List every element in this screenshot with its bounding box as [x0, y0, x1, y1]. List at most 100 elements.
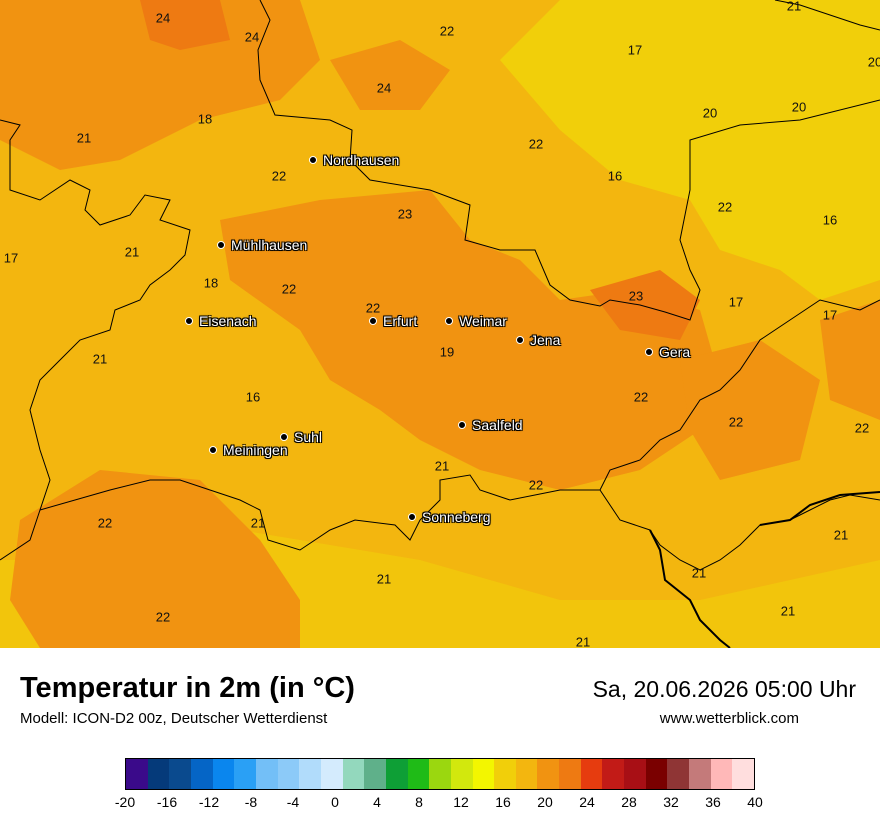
legend-swatch: [277, 759, 300, 789]
city-name: Weimar: [459, 313, 507, 329]
city-name: Saalfeld: [472, 417, 523, 433]
temperature-label: 21: [786, 0, 802, 14]
legend-swatch: [342, 759, 365, 789]
legend-swatch: [580, 759, 603, 789]
temperature-label: 18: [203, 275, 219, 291]
legend-swatch: [472, 759, 495, 789]
city-dot-icon: [645, 348, 653, 356]
city-marker: Eisenach: [185, 313, 257, 329]
temperature-label: 21: [780, 603, 796, 619]
legend-tick-label: 36: [705, 794, 721, 810]
legend-ticks: -20 -16 -12 -8 -4 0 4 8 12 16 20 24 28 32 36 40: [115, 794, 763, 814]
temperature-label: 23: [397, 206, 413, 222]
temperature-label: 22: [365, 300, 381, 316]
city-marker: Nordhausen: [309, 152, 399, 168]
legend-swatch: [407, 759, 430, 789]
temperature-label: 21: [76, 130, 92, 146]
temperature-map: 24 24 22 17 21 20 24 21 18 20 20 22 16 22 23 22 16 21 17 18…: [0, 0, 880, 648]
warm-area: [820, 300, 880, 420]
map-background: [0, 0, 880, 648]
legend-tick-label: 0: [331, 794, 339, 810]
temperature-label: 24: [376, 80, 392, 96]
temperature-label: 16: [822, 212, 838, 228]
city-marker: Erfurt: [369, 313, 417, 329]
legend-tick-label: 4: [373, 794, 381, 810]
legend-swatch: [559, 759, 581, 789]
temperature-label: 22: [728, 414, 744, 430]
website-link[interactable]: www.wetterblick.com: [659, 710, 799, 727]
city-name: Jena: [530, 332, 561, 348]
legend-swatch: [147, 759, 170, 789]
temperature-label: 16: [607, 168, 623, 184]
footer: Temperatur in 2m (in °C) Modell: ICON-D2…: [0, 648, 880, 830]
legend-swatch: [190, 759, 213, 789]
legend-swatch: [126, 759, 148, 789]
legend-swatch: [667, 759, 690, 789]
temperature-label: 22: [528, 136, 544, 152]
warm-area: [590, 270, 700, 340]
city-dot-icon: [445, 317, 453, 325]
legend-swatch: [689, 759, 711, 789]
legend-swatch: [364, 759, 386, 789]
city-name: Nordhausen: [323, 152, 400, 168]
city-name: Eisenach: [199, 313, 257, 329]
city-marker: Gera: [645, 344, 690, 360]
temperature-label: 17: [3, 250, 19, 266]
temperature-label: 23: [628, 288, 644, 304]
temperature-label: 18: [197, 111, 213, 127]
legend-swatch: [450, 759, 473, 789]
legend-tick-label: 20: [537, 794, 553, 810]
temperature-label: 21: [833, 527, 849, 543]
legend-tick-label: 12: [453, 794, 469, 810]
country-border: [759, 491, 880, 526]
map-title: Temperatur in 2m (in °C): [20, 672, 355, 704]
temperature-label: 21: [575, 634, 591, 649]
city-dot-icon: [516, 336, 524, 344]
temperature-label: 22: [633, 389, 649, 405]
legend-tick-label: -12: [198, 794, 220, 810]
city-dot-icon: [408, 513, 416, 521]
legend-tick-label: 16: [495, 794, 511, 810]
temperature-label: 17: [728, 294, 744, 310]
legend-tick-label: 32: [663, 794, 679, 810]
temperature-label: 22: [854, 420, 870, 436]
temperature-label: 21: [250, 515, 266, 531]
legend-tick-label: -20: [114, 794, 136, 810]
city-name: Gera: [659, 344, 691, 360]
legend-swatch: [624, 759, 646, 789]
city-name: Meiningen: [223, 442, 288, 458]
temperature-label: 21: [376, 571, 392, 587]
legend-swatch: [212, 759, 235, 789]
legend-swatch: [602, 759, 625, 789]
temperature-label: 19: [439, 344, 455, 360]
legend-tick-label: 24: [579, 794, 595, 810]
legend-tick-label: -16: [156, 794, 178, 810]
legend-swatch: [429, 759, 451, 789]
legend-swatch: [494, 759, 516, 789]
temperature-label: 20: [867, 54, 880, 70]
city-dot-icon: [209, 446, 217, 454]
temperature-label: 24: [244, 29, 260, 45]
city-dot-icon: [309, 156, 317, 164]
city-marker: Jena: [516, 332, 560, 348]
temperature-label: 17: [822, 307, 838, 323]
legend-swatch: [515, 759, 538, 789]
legend-swatch: [299, 759, 321, 789]
legend-tick-label: -8: [244, 794, 258, 810]
forecast-datetime: Sa, 20.06.2026 05:00 Uhr: [592, 676, 856, 702]
legend-swatch: [234, 759, 256, 789]
city-name: Sonneberg: [422, 509, 491, 525]
temperature-label: 17: [627, 42, 643, 58]
city-dot-icon: [280, 433, 288, 441]
city-dot-icon: [458, 421, 466, 429]
city-dot-icon: [185, 317, 193, 325]
warm-area: [330, 40, 450, 110]
city-marker: Suhl: [280, 429, 322, 445]
temperature-label: 20: [702, 105, 718, 121]
temperature-label: 16: [245, 389, 261, 405]
city-marker: Weimar: [445, 313, 507, 329]
city-name: Mühlhausen: [231, 237, 308, 253]
temperature-label: 24: [155, 10, 171, 26]
warm-area: [680, 340, 820, 480]
temperature-label: 22: [528, 332, 544, 348]
